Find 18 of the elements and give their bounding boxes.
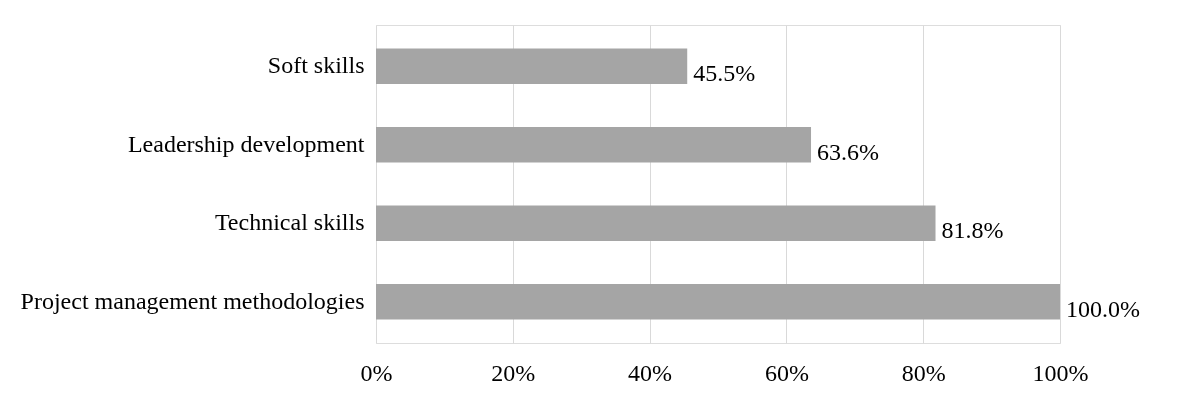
text: 100.0% [1066, 295, 1140, 322]
bar [376, 48, 688, 84]
y-tick-label: Leadership development [127, 130, 365, 157]
x-tick-label: 20% [491, 359, 536, 386]
x-tick-label: 80% [901, 359, 946, 386]
y-tick-label: Project management methodologies [20, 287, 365, 314]
y-tick-label: Soft skills [267, 52, 365, 79]
bar [376, 284, 1060, 320]
x-tick-label: 100% [1032, 359, 1089, 386]
x-tick-label: 40% [628, 359, 673, 386]
text: 81.8% [941, 217, 1004, 244]
x-tick-label: 0% [360, 359, 393, 386]
text: 45.5% [693, 60, 756, 87]
text: 63.6% [817, 138, 880, 165]
bar [376, 205, 936, 241]
x-tick-label: 60% [764, 359, 809, 386]
bar [376, 127, 812, 163]
y-tick-label: Technical skills [214, 209, 365, 236]
